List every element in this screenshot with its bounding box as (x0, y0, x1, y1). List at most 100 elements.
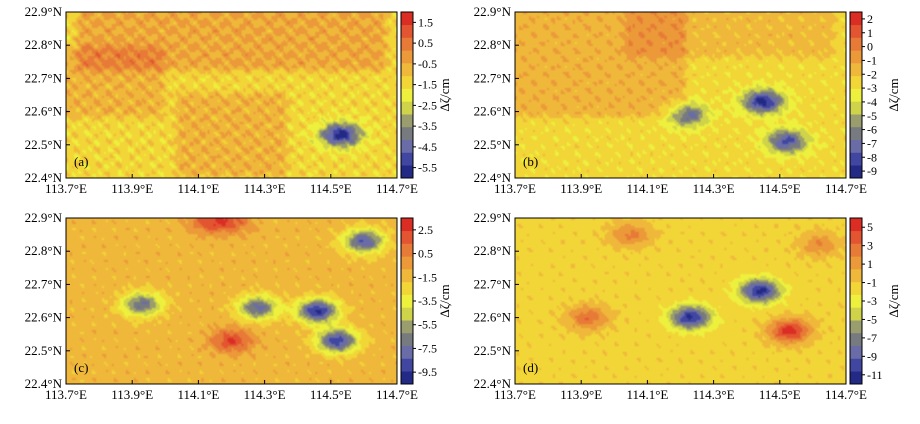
colorbar-tick-label: -9 (867, 164, 877, 178)
x-tick-label: 114.7°E (376, 387, 418, 402)
colorbar-tick-label: 2.5 (418, 223, 433, 237)
colorbar: 5 3 1 -1 -3 -5 -7 -9 -11 Δζ/cm (849, 217, 901, 385)
colorbar-tick-label: 2 (867, 12, 873, 26)
y-tick-label: 22.8°N (474, 243, 512, 258)
x-tick-label: 114.7°E (825, 387, 867, 402)
y-tick-label: 22.9°N (25, 210, 63, 225)
colorbar: 1.5 0.5 -0.5 -1.5 -2.5 -3.5 -4.5 -5.5 Δζ/cm (400, 11, 452, 179)
colorbar-band (850, 243, 862, 257)
colorbar-band (850, 165, 862, 179)
plot-frame (514, 11, 847, 179)
colorbar-band (401, 307, 413, 321)
colorbar-band (850, 218, 862, 232)
y-tick-label: 22.6°N (474, 104, 512, 119)
x-tick-label: 114.3°E (693, 181, 735, 196)
colorbar-tick-label: -5.5 (418, 318, 437, 332)
colorbar-band (850, 345, 862, 359)
colorbar-tick-label: -3.5 (418, 294, 437, 308)
colorbar-band (401, 114, 413, 128)
colorbar-band (401, 332, 413, 346)
colorbar-band (401, 88, 413, 102)
x-tick-label: 114.7°E (825, 181, 867, 196)
y-tick-label: 22.5°N (25, 137, 63, 152)
colorbar-label: Δζ/cm (437, 78, 452, 111)
y-tick-label: 22.9°N (474, 4, 512, 19)
colorbar-band (401, 320, 413, 334)
y-tick-label: 22.4°N (474, 170, 512, 185)
colorbar-tick-label: 0.5 (418, 36, 433, 50)
colorbar-band (401, 218, 413, 232)
y-tick-label: 22.7°N (474, 276, 512, 291)
colorbar-tick-label: 1.5 (418, 15, 433, 29)
x-tick-label: 114.7°E (376, 181, 418, 196)
colorbar: 210-1-2-3-4-5-6-7-8-9 Δζ/cm (849, 11, 901, 179)
colorbar-band (401, 358, 413, 372)
colorbar-tick-label: -3 (867, 294, 877, 308)
y-tick-label: 22.7°N (25, 276, 63, 291)
colorbar-tick-label: -6 (867, 123, 877, 137)
colorbar-band (850, 358, 862, 372)
colorbar: 2.5 0.5 -1.5 -3.5 -5.5 -7.5 -9.5 Δζ/cm (400, 217, 452, 385)
colorbar-label: Δζ/cm (437, 284, 452, 317)
colorbar-band (850, 63, 862, 77)
colorbar-band (401, 269, 413, 283)
colorbar-band (850, 50, 862, 64)
colorbar-tick-label: -4.5 (418, 140, 437, 154)
colorbar-band (401, 294, 413, 308)
y-tick-label: 22.4°N (25, 170, 63, 185)
x-tick-label: 113.7°E (45, 387, 87, 402)
y-tick-label: 22.4°N (474, 376, 512, 391)
colorbar-tick-label: 0 (867, 40, 873, 54)
colorbar-tick-label: -9 (867, 349, 877, 363)
colorbar-tick-label: -7.5 (418, 341, 437, 355)
colorbar-tick-label: -1 (867, 53, 877, 67)
x-tick-label: 113.7°E (494, 387, 536, 402)
x-tick-label: 113.9°E (560, 387, 602, 402)
colorbar-tick-label: -7 (867, 136, 877, 150)
colorbar-band (850, 256, 862, 270)
colorbar-band (850, 332, 862, 346)
colorbar-band (401, 230, 413, 244)
y-tick-label: 22.6°N (25, 310, 63, 325)
colorbar-band (401, 50, 413, 64)
colorbar-tick-label: -0.5 (418, 57, 437, 71)
x-tick-label: 114.1°E (177, 387, 219, 402)
x-tick-label: 114.1°E (626, 181, 668, 196)
colorbar-tick-label: 5 (867, 220, 873, 234)
colorbar-band (401, 281, 413, 295)
panel-2: 113.7°E 113.9°E 114.1°E 114.3°E 114.5°E 114.7… (474, 4, 901, 196)
colorbar-tick-label: 1 (867, 257, 873, 271)
colorbar-tick-label: -7 (867, 331, 877, 345)
colorbar-tick-label: 0.5 (418, 247, 433, 261)
x-tick-label: 114.3°E (244, 181, 286, 196)
panel-label: (d) (523, 360, 538, 375)
colorbar-band (850, 101, 862, 115)
colorbar-band (401, 256, 413, 270)
colorbar-band (401, 63, 413, 77)
panel-3: 113.7°E 113.9°E 114.1°E 114.3°E 114.5°E 114.7… (25, 210, 452, 402)
colorbar-band (850, 269, 862, 283)
y-tick-label: 22.5°N (474, 137, 512, 152)
x-tick-label: 113.9°E (560, 181, 602, 196)
panel-label: (c) (74, 360, 88, 375)
y-tick-label: 22.5°N (25, 343, 63, 358)
panel-label: (a) (74, 154, 88, 169)
colorbar-tick-label: -2 (867, 67, 877, 81)
x-tick-label: 114.5°E (310, 387, 352, 402)
y-tick-label: 22.9°N (25, 4, 63, 19)
colorbar-band (401, 152, 413, 166)
y-tick-label: 22.8°N (474, 37, 512, 52)
colorbar-band (401, 126, 413, 140)
colorbar-band (401, 371, 413, 385)
colorbar-band (850, 307, 862, 321)
x-tick-label: 114.1°E (177, 181, 219, 196)
colorbar-band (850, 88, 862, 102)
colorbar-band (850, 114, 862, 128)
heatmap-field (515, 12, 846, 178)
heatmap-field (66, 218, 397, 384)
colorbar-band (850, 126, 862, 140)
y-tick-label: 22.9°N (474, 210, 512, 225)
x-tick-label: 114.5°E (310, 181, 352, 196)
x-tick-label: 113.9°E (111, 181, 153, 196)
y-tick-label: 22.8°N (25, 243, 63, 258)
